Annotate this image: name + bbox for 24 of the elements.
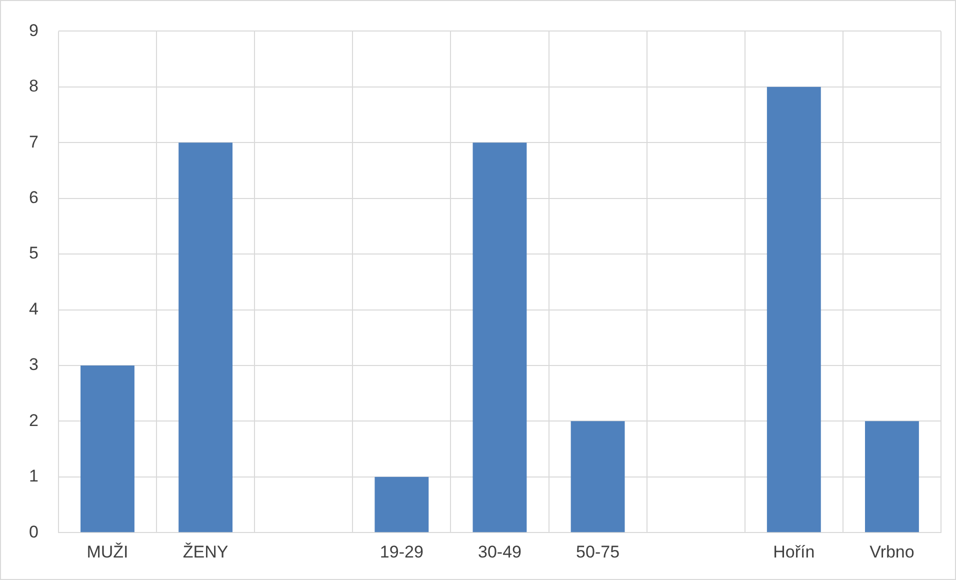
y-tick-label: 0	[28, 522, 38, 542]
x-tick-label: MUŽI	[86, 542, 128, 562]
y-tick-label: 8	[28, 76, 38, 96]
y-tick-label: 5	[28, 244, 38, 263]
x-tick-label: 50-75	[576, 542, 620, 562]
bar	[472, 142, 527, 532]
x-tick-label: ŽENY	[182, 542, 228, 562]
bar	[374, 476, 429, 532]
bar	[865, 421, 919, 532]
y-tick-label: 6	[28, 188, 38, 208]
y-tick-label: 7	[28, 132, 38, 152]
bar	[766, 86, 821, 532]
y-tick-label: 9	[28, 20, 38, 40]
y-tick-label: 3	[28, 355, 38, 374]
x-tick-label: Vrbno	[870, 542, 914, 562]
bar	[570, 421, 625, 532]
x-tick-label: Hořín	[773, 542, 815, 562]
y-tick-label: 2	[28, 410, 38, 430]
y-tick-label: 4	[28, 299, 38, 318]
x-tick-label: 30-49	[478, 542, 522, 562]
x-tick-label: 19-29	[380, 542, 424, 562]
bar	[80, 365, 134, 532]
y-tick-label: 1	[28, 466, 38, 486]
bar	[178, 142, 233, 532]
